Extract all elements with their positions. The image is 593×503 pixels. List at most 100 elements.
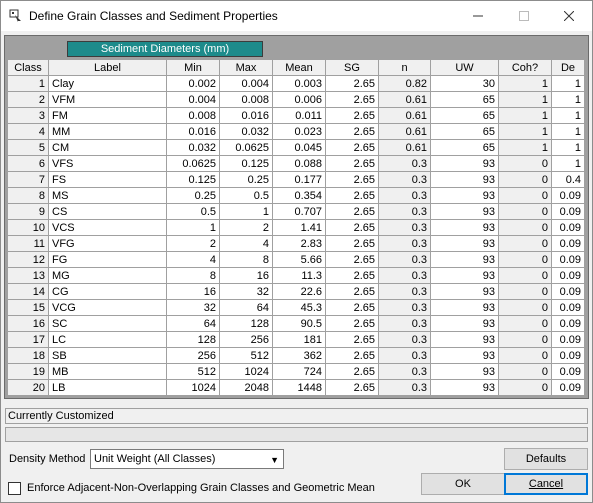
row-mean-cell[interactable]: 5.66 [272,251,326,268]
row-uw-cell[interactable]: 93 [430,203,499,220]
row-coh-cell[interactable]: 1 [498,91,552,108]
row-uw-cell[interactable]: 93 [430,267,499,284]
row-de-cell[interactable]: 0.09 [551,363,585,380]
row-min-cell[interactable]: 0.25 [166,187,220,204]
row-sg-cell[interactable]: 2.65 [325,251,379,268]
row-sg-cell[interactable]: 2.65 [325,379,379,396]
row-mean-cell[interactable]: 11.3 [272,267,326,284]
row-label-cell[interactable]: MM [48,123,167,140]
row-sg-cell[interactable]: 2.65 [325,91,379,108]
row-uw-cell[interactable]: 93 [430,363,499,380]
row-max-cell[interactable]: 0.032 [219,123,273,140]
row-n-cell[interactable]: 0.3 [378,347,431,364]
defaults-button[interactable]: Defaults [504,448,588,470]
row-min-cell[interactable]: 2 [166,235,220,252]
row-coh-cell[interactable]: 0 [498,347,552,364]
row-n-cell[interactable]: 0.61 [378,91,431,108]
row-sg-cell[interactable]: 2.65 [325,107,379,124]
row-n-cell[interactable]: 0.61 [378,139,431,156]
row-coh-cell[interactable]: 0 [498,187,552,204]
row-min-cell[interactable]: 512 [166,363,220,380]
row-coh-cell[interactable]: 1 [498,75,552,92]
row-max-cell[interactable]: 0.125 [219,155,273,172]
row-coh-cell[interactable]: 0 [498,251,552,268]
row-mean-cell[interactable]: 1.41 [272,219,326,236]
row-sg-cell[interactable]: 2.65 [325,363,379,380]
row-max-cell[interactable]: 16 [219,267,273,284]
row-uw-cell[interactable]: 30 [430,75,499,92]
row-uw-cell[interactable]: 93 [430,251,499,268]
row-uw-cell[interactable]: 93 [430,171,499,188]
row-n-cell[interactable]: 0.3 [378,235,431,252]
row-label-cell[interactable]: FM [48,107,167,124]
row-min-cell[interactable]: 32 [166,299,220,316]
row-de-cell[interactable]: 0.09 [551,331,585,348]
row-de-cell[interactable]: 0.09 [551,283,585,300]
row-label-cell[interactable]: CM [48,139,167,156]
row-coh-cell[interactable]: 0 [498,331,552,348]
row-sg-cell[interactable]: 2.65 [325,139,379,156]
row-sg-cell[interactable]: 2.65 [325,187,379,204]
row-label-cell[interactable]: VFM [48,91,167,108]
row-n-cell[interactable]: 0.3 [378,267,431,284]
row-sg-cell[interactable]: 2.65 [325,299,379,316]
row-label-cell[interactable]: MG [48,267,167,284]
row-coh-cell[interactable]: 0 [498,155,552,172]
row-coh-cell[interactable]: 0 [498,235,552,252]
row-max-cell[interactable]: 0.5 [219,187,273,204]
row-de-cell[interactable]: 0.09 [551,347,585,364]
ok-button[interactable]: OK [421,473,505,495]
row-min-cell[interactable]: 16 [166,283,220,300]
row-de-cell[interactable]: 0.09 [551,267,585,284]
row-min-cell[interactable]: 0.008 [166,107,220,124]
row-mean-cell[interactable]: 45.3 [272,299,326,316]
maximize-button[interactable] [501,1,547,31]
row-coh-cell[interactable]: 0 [498,363,552,380]
row-mean-cell[interactable]: 0.088 [272,155,326,172]
row-label-cell[interactable]: VFG [48,235,167,252]
row-max-cell[interactable]: 256 [219,331,273,348]
row-uw-cell[interactable]: 93 [430,155,499,172]
row-n-cell[interactable]: 0.3 [378,299,431,316]
row-label-cell[interactable]: VCS [48,219,167,236]
row-sg-cell[interactable]: 2.65 [325,219,379,236]
row-uw-cell[interactable]: 93 [430,283,499,300]
row-max-cell[interactable]: 0.004 [219,75,273,92]
row-max-cell[interactable]: 1024 [219,363,273,380]
row-label-cell[interactable]: CG [48,283,167,300]
row-min-cell[interactable]: 1 [166,219,220,236]
row-min-cell[interactable]: 0.016 [166,123,220,140]
row-mean-cell[interactable]: 2.83 [272,235,326,252]
row-sg-cell[interactable]: 2.65 [325,331,379,348]
row-mean-cell[interactable]: 1448 [272,379,326,396]
row-min-cell[interactable]: 8 [166,267,220,284]
close-button[interactable] [546,1,592,31]
row-n-cell[interactable]: 0.3 [378,187,431,204]
row-n-cell[interactable]: 0.82 [378,75,431,92]
row-mean-cell[interactable]: 0.023 [272,123,326,140]
row-min-cell[interactable]: 256 [166,347,220,364]
row-coh-cell[interactable]: 0 [498,283,552,300]
minimize-button[interactable] [455,1,501,31]
row-max-cell[interactable]: 0.25 [219,171,273,188]
row-n-cell[interactable]: 0.3 [378,315,431,332]
row-uw-cell[interactable]: 93 [430,187,499,204]
row-label-cell[interactable]: VCG [48,299,167,316]
row-coh-cell[interactable]: 1 [498,107,552,124]
row-max-cell[interactable]: 2048 [219,379,273,396]
row-coh-cell[interactable]: 1 [498,123,552,140]
row-de-cell[interactable]: 1 [551,75,585,92]
row-mean-cell[interactable]: 0.003 [272,75,326,92]
row-uw-cell[interactable]: 65 [430,139,499,156]
row-uw-cell[interactable]: 93 [430,331,499,348]
row-coh-cell[interactable]: 0 [498,299,552,316]
row-de-cell[interactable]: 0.09 [551,379,585,396]
row-n-cell[interactable]: 0.3 [378,283,431,300]
cancel-button[interactable]: Cancel [504,473,588,495]
row-n-cell[interactable]: 0.3 [378,251,431,268]
row-n-cell[interactable]: 0.3 [378,331,431,348]
row-uw-cell[interactable]: 65 [430,91,499,108]
row-label-cell[interactable]: MS [48,187,167,204]
row-max-cell[interactable]: 32 [219,283,273,300]
row-de-cell[interactable]: 0.09 [551,251,585,268]
